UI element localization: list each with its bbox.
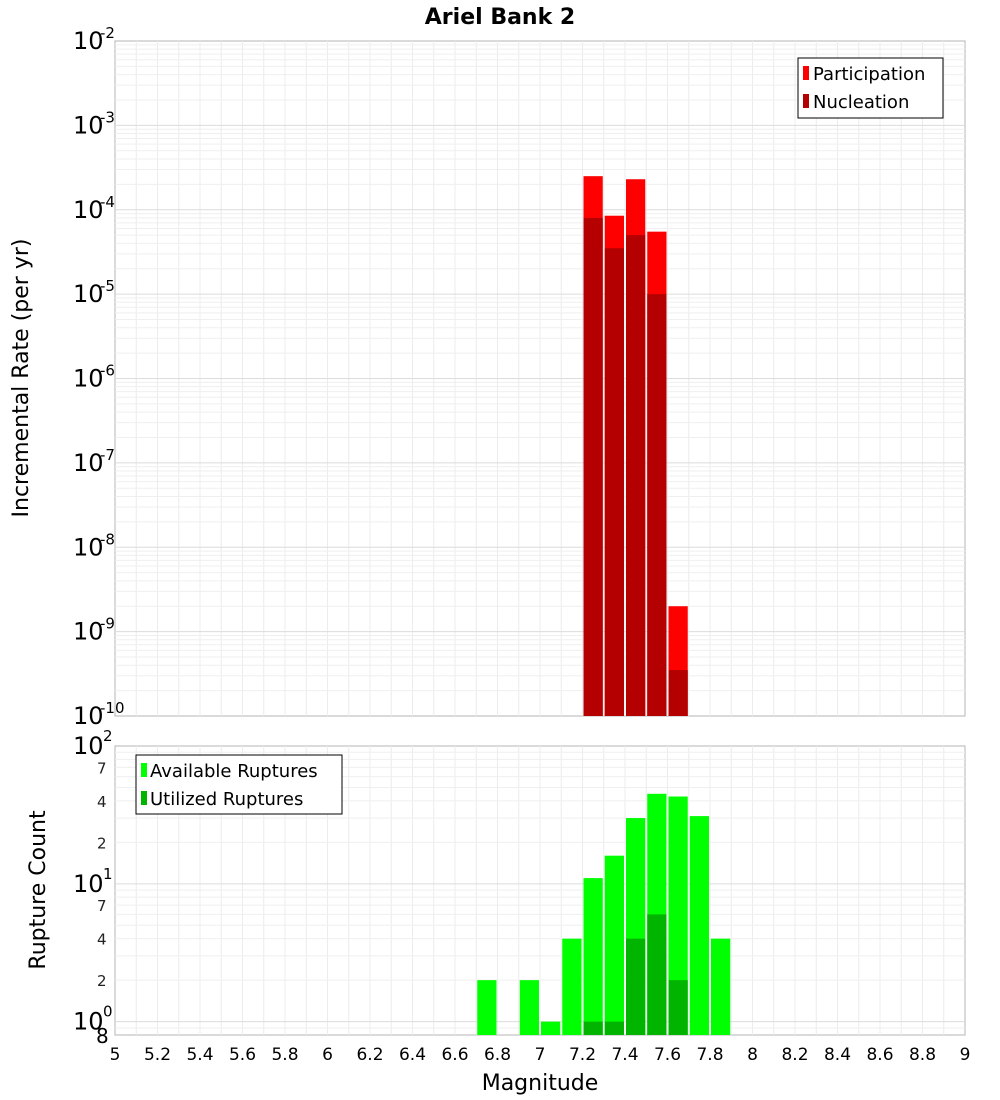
bottom-y-tick-exponent: 1 [103, 865, 113, 883]
bottom-y-minor-tick-label: 4 [97, 793, 107, 811]
top-y-tick-exponent: -5 [100, 277, 115, 295]
x-tick-label: 9 [960, 1045, 971, 1065]
x-tick-label: 5.4 [186, 1045, 213, 1065]
bottom-y-minor-tick-label: 2 [97, 972, 107, 990]
top-y-tick-label: 10 [73, 533, 104, 561]
x-tick-label: 7.8 [696, 1045, 723, 1065]
bottom-bar-available-ruptures [562, 938, 582, 1035]
x-tick-label: 8.6 [866, 1045, 893, 1065]
top-bar-nucleation [647, 294, 667, 716]
top-y-tick-label: 10 [73, 365, 104, 393]
top-legend: Participation Nucleation [797, 57, 944, 119]
bottom-y-tick-exponent: 2 [103, 727, 113, 745]
legend-swatch-utilized [141, 791, 147, 805]
legend-swatch-participation [803, 66, 809, 80]
legend-label-utilized: Utilized Ruptures [150, 789, 303, 810]
legend-label-participation: Participation [813, 64, 925, 85]
x-tick-label: 6.4 [399, 1045, 426, 1065]
bottom-y-minor-tick-label: 7 [97, 759, 107, 777]
bottom-y-minor-tick-label: 8 [96, 1024, 109, 1048]
top-grid [115, 41, 965, 716]
x-tick-label: 8 [747, 1045, 758, 1065]
x-tick-label: 8.8 [909, 1045, 936, 1065]
top-bar-nucleation [583, 217, 603, 716]
bottom-bar-utilized-ruptures [583, 1021, 603, 1035]
bottom-bar-available-ruptures [711, 938, 731, 1035]
legend-label-available: Available Ruptures [150, 761, 318, 782]
bottom-y-minor-tick-label: 4 [97, 931, 107, 949]
chart-title: Ariel Bank 2 [425, 5, 575, 30]
x-tick-label: 5.6 [229, 1045, 256, 1065]
top-bars [583, 176, 688, 717]
bottom-bar-available-ruptures [604, 855, 624, 1035]
x-ticks: 5 5.2 5.4 5.6 5.8 6 6.2 6.4 6.6 6.8 7 7.2 7.4 7.6 7.8 8… [110, 1045, 971, 1065]
legend-label-nucleation: Nucleation [813, 92, 909, 113]
x-tick-label: 5 [110, 1045, 121, 1065]
bottom-bar-available-ruptures [541, 1021, 561, 1035]
bottom-bar-utilized-ruptures [604, 1021, 624, 1035]
bottom-y-minor-tick-label: 7 [97, 897, 107, 915]
top-y-tick-label: 10 [73, 449, 104, 477]
bottom-legend-box [135, 754, 343, 815]
top-y-tick-exponent: -2 [100, 24, 115, 42]
bottom-bar-utilized-ruptures [647, 914, 667, 1035]
bottom-y-minor-tick-label: 2 [97, 834, 107, 852]
top-bar-nucleation [668, 670, 688, 716]
bottom-y-tick-label: 10 [73, 1008, 104, 1036]
top-bar-nucleation [604, 248, 624, 717]
x-tick-label: 6.2 [356, 1045, 383, 1065]
top-y-tick-label: 10 [73, 702, 104, 730]
x-tick-label: 5.8 [271, 1045, 298, 1065]
top-y-tick-exponent: -8 [100, 530, 115, 548]
bottom-y-tick-label: 10 [73, 732, 104, 760]
top-y-tick-exponent: -7 [100, 446, 115, 464]
x-tick-label: 7.4 [611, 1045, 638, 1065]
top-y-tick-label: 10 [73, 280, 104, 308]
top-y-tick-exponent: -10 [100, 699, 125, 717]
top-y-tick-label: 10 [73, 196, 104, 224]
x-tick-label: 7 [535, 1045, 546, 1065]
x-axis-label: Magnitude [482, 1071, 599, 1096]
bottom-bars [477, 793, 731, 1035]
legend-swatch-available [141, 763, 147, 777]
bottom-bar-available-ruptures [689, 816, 709, 1035]
x-tick-label: 6.6 [441, 1045, 468, 1065]
top-y-tick-label: 10 [73, 618, 104, 646]
x-tick-label: 8.4 [824, 1045, 851, 1065]
top-legend-box [797, 57, 944, 119]
x-tick-label: 8.2 [781, 1045, 808, 1065]
x-tick-label: 5.2 [144, 1045, 171, 1065]
bottom-bar-available-ruptures [583, 878, 603, 1035]
bottom-grid [115, 746, 965, 1035]
bottom-bar-utilized-ruptures [668, 980, 688, 1035]
bottom-y-tick-exponent: 0 [103, 1003, 113, 1021]
top-y-tick-label: 10 [73, 111, 104, 139]
bottom-bar-available-ruptures [519, 980, 539, 1035]
top-y-tick-exponent: -9 [100, 615, 115, 633]
top-y-axis-label: Incremental Rate (per yr) [9, 239, 34, 518]
legend-swatch-nucleation [803, 94, 809, 108]
top-y-tick-exponent: -4 [100, 193, 115, 211]
bottom-y-tick-label: 10 [73, 870, 104, 898]
bottom-bar-available-ruptures [668, 796, 688, 1035]
x-tick-label: 6.8 [484, 1045, 511, 1065]
bottom-y-axis-label: Rupture Count [26, 810, 51, 970]
bottom-bar-utilized-ruptures [626, 938, 646, 1035]
bottom-bar-available-ruptures [477, 980, 497, 1035]
top-y-tick-label: 10 [73, 27, 104, 55]
bottom-legend: Available Ruptures Utilized Ruptures [135, 754, 343, 815]
x-tick-label: 7.2 [569, 1045, 596, 1065]
x-tick-label: 7.6 [654, 1045, 681, 1065]
top-bar-nucleation [626, 235, 646, 716]
top-y-tick-exponent: -6 [100, 362, 115, 380]
x-tick-label: 6 [322, 1045, 333, 1065]
top-y-tick-exponent: -3 [100, 108, 115, 126]
